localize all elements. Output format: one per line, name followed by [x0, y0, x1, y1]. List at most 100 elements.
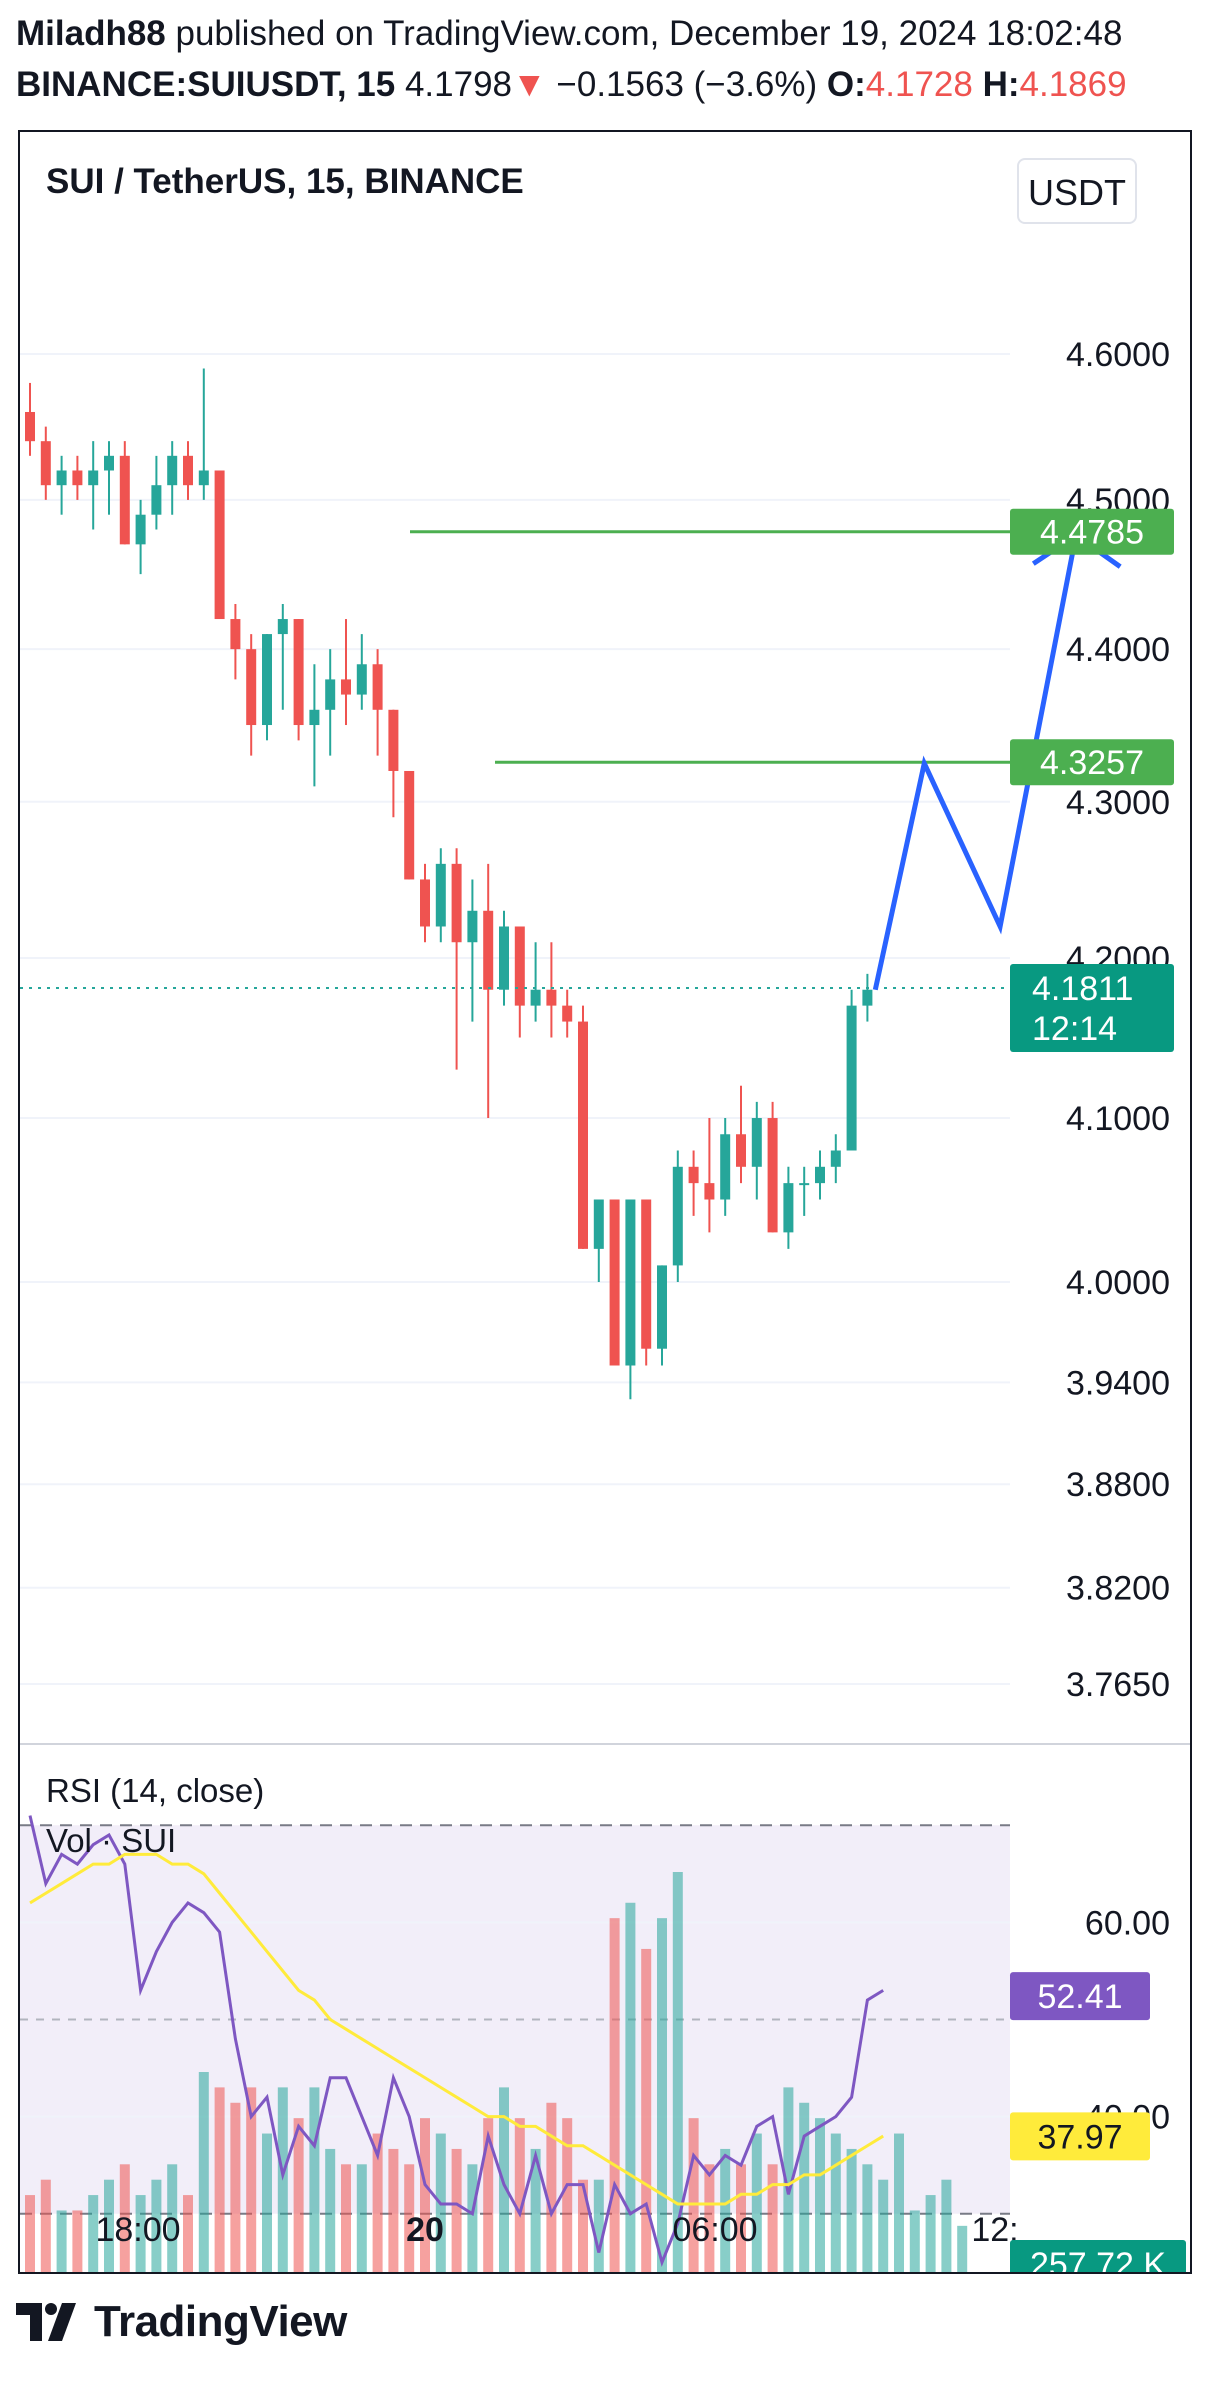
volume-bar	[925, 2195, 936, 2272]
price-tick-label: 4.0000	[1066, 1264, 1170, 1302]
current-price-label: 4.1811	[1032, 970, 1133, 1008]
published-text: published on TradingView.com, December 1…	[175, 14, 1123, 53]
candle-body	[657, 1265, 667, 1349]
target-level-badge	[1010, 508, 1174, 555]
volume-bar	[40, 2179, 51, 2272]
volume-bar	[957, 2225, 968, 2272]
candle-body	[451, 863, 462, 943]
volume-bar	[609, 1918, 620, 2272]
volume-bar	[262, 2133, 272, 2272]
candle-body	[546, 989, 557, 1006]
rsi-ma-label: 37.97	[1037, 2118, 1122, 2156]
candle-body	[356, 664, 367, 695]
time-tick-label: 20	[406, 2211, 444, 2249]
time-tick-label: 06:00	[672, 2211, 757, 2249]
volume-legend[interactable]: Vol · SUI	[46, 1822, 177, 1859]
candle-body	[214, 470, 225, 620]
volume-bar	[183, 2195, 193, 2272]
chart-frame[interactable]: 4.6000 4.5000 4.4000 4.3000 4.2000 4.1000 4.00…	[18, 130, 1192, 2274]
candle-body	[119, 455, 130, 545]
candle-body	[578, 1021, 588, 1249]
candles	[25, 368, 873, 1400]
volume-bar	[878, 2179, 889, 2272]
volume-bar	[214, 2087, 225, 2272]
candle-body	[483, 910, 494, 990]
candle-body	[40, 441, 51, 486]
candle-body	[262, 634, 272, 726]
rsi-lines	[28, 1815, 884, 2267]
tradingview-logo-icon	[16, 2303, 76, 2341]
candle-body	[277, 619, 288, 635]
candle-body	[293, 619, 304, 726]
volume-bar	[309, 2087, 320, 2272]
volume-bar	[546, 2102, 557, 2272]
candle-body	[641, 1199, 652, 1349]
candle-body	[562, 1005, 573, 1022]
volume-bar	[830, 2133, 841, 2272]
volume-bar	[767, 2164, 778, 2272]
candle-body	[783, 1183, 794, 1233]
price-tick-label: 3.9400	[1066, 1364, 1170, 1402]
volume-bar	[151, 2179, 162, 2272]
volume-bar	[499, 2087, 509, 2272]
candle-body	[499, 926, 509, 990]
candle-body	[341, 679, 351, 695]
price-tick-label: 4.1000	[1066, 1100, 1170, 1138]
volume-bar	[846, 2148, 857, 2272]
rsi-legend[interactable]: RSI (14, close)	[46, 1772, 265, 1809]
rsi-value-badge	[1010, 1972, 1150, 2021]
high-value: 4.1869	[1019, 65, 1127, 104]
volume-bar	[672, 1872, 683, 2272]
volume-bar	[25, 2195, 35, 2272]
volume-bar	[72, 2210, 83, 2272]
publish-header: Miladh88 published on TradingView.com, D…	[16, 12, 1122, 56]
currency-button[interactable]: USDT	[1017, 158, 1137, 224]
volume-bar	[119, 2164, 130, 2272]
volume-bar	[562, 2118, 573, 2272]
volume-bar	[167, 2164, 178, 2272]
candle-body	[767, 1118, 778, 1233]
author-name[interactable]: Miladh88	[16, 14, 166, 53]
candle-body	[625, 1199, 636, 1366]
volume-bar	[135, 2195, 146, 2272]
volume-bar	[783, 2087, 794, 2272]
open-value: 4.1728	[865, 65, 973, 104]
candle-body	[799, 1183, 810, 1186]
projection-path[interactable]	[872, 534, 1079, 991]
rsi-ma-line	[29, 1852, 884, 2206]
volume-bar	[720, 2148, 731, 2272]
volume-bar	[293, 2118, 304, 2272]
tradingview-logo[interactable]: TradingView	[16, 2297, 347, 2347]
down-arrow-icon: ▼	[512, 65, 547, 104]
candle-body	[593, 1199, 604, 1249]
volume-bar	[641, 1948, 652, 2272]
symbol-summary: BINANCE:SUIUSDT, 15 4.1798▼ −0.1563 (−3.…	[16, 63, 1127, 107]
volume-bar	[388, 2148, 399, 2272]
volume-bar	[688, 2118, 699, 2272]
candle-body	[230, 619, 241, 650]
volume-bars	[25, 1872, 968, 2272]
drawings	[20, 530, 1122, 991]
volume-bar	[230, 2102, 241, 2272]
candle-body	[830, 1150, 841, 1167]
bar-countdown-label: 12:14	[1032, 1010, 1117, 1048]
volume-bar	[530, 2148, 541, 2272]
price-tick-label: 3.8200	[1066, 1570, 1170, 1608]
volume-bar	[483, 2118, 494, 2272]
candle-body	[167, 455, 178, 486]
volume-bar	[625, 1902, 636, 2272]
target-level-label: 4.3257	[1040, 744, 1144, 782]
volume-bar	[56, 2210, 67, 2272]
time-tick-label: 18:00	[95, 2211, 180, 2249]
target-level-badge	[1010, 739, 1174, 786]
candle-body	[104, 455, 114, 471]
candle-body	[846, 1005, 857, 1151]
volume-bar	[751, 2133, 762, 2272]
volume-bar	[451, 2148, 462, 2272]
candle-body	[609, 1199, 620, 1366]
candle-body	[309, 709, 320, 726]
last-price: 4.1798	[404, 65, 513, 104]
current-price-badge	[1010, 963, 1174, 1052]
price-tick-label: 4.6000	[1066, 336, 1170, 374]
chart-canvas[interactable]: 4.60004.50004.40004.30004.20004.10004.00…	[20, 132, 1190, 2272]
